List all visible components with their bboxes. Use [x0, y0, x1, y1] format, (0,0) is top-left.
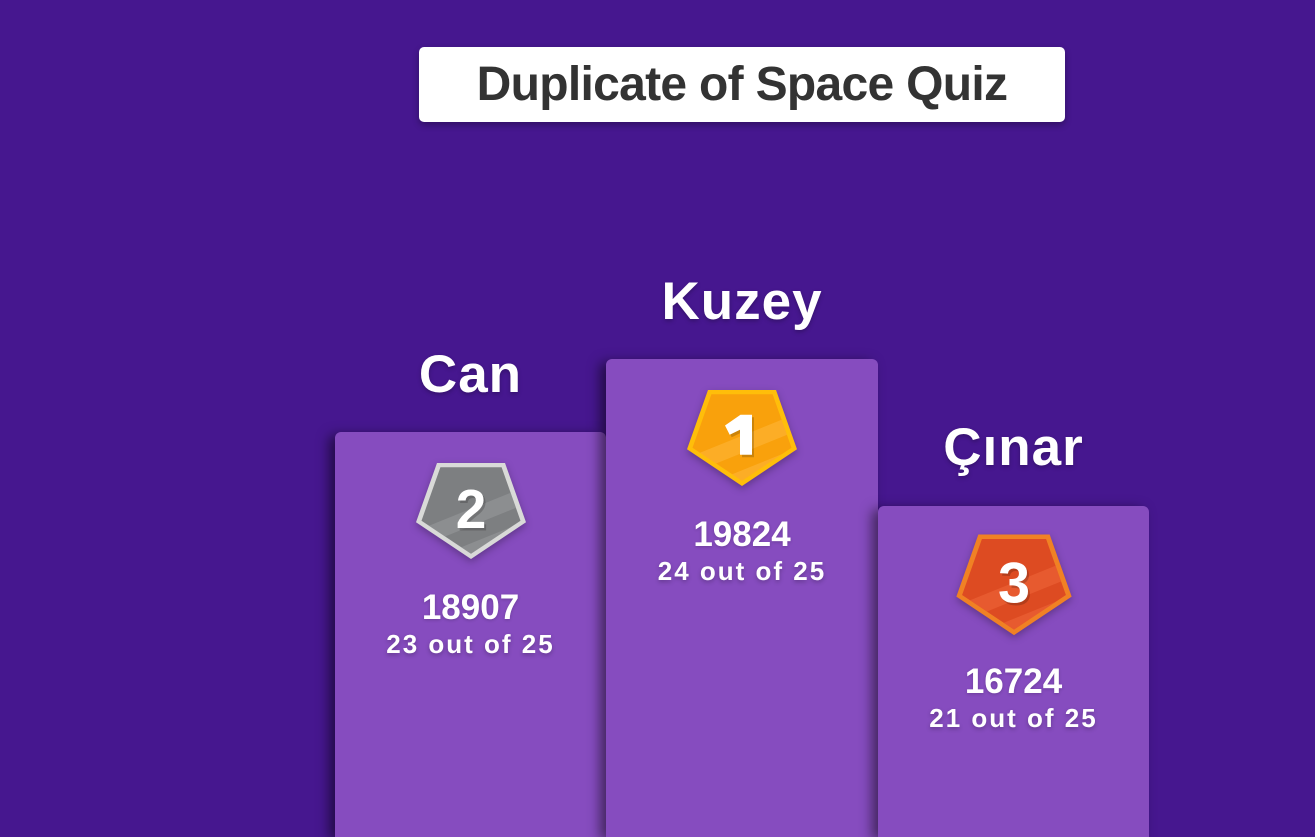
svg-text:2: 2 — [457, 481, 488, 543]
svg-text:3: 3 — [1000, 554, 1032, 618]
svg-text:2: 2 — [455, 478, 486, 540]
svg-text:3: 3 — [997, 552, 1029, 616]
